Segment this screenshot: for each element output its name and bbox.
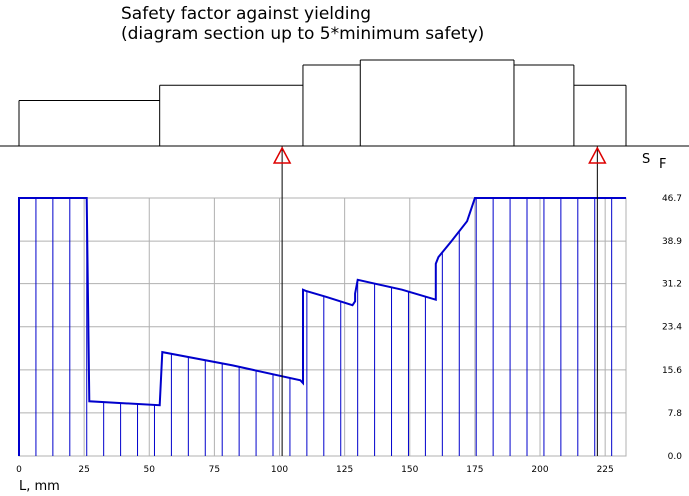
x-tick-label: 25 <box>78 465 89 475</box>
y-tick-label: 0.0 <box>668 452 683 462</box>
x-tick-label: 200 <box>531 465 548 475</box>
y-tick-label: 23.4 <box>662 323 682 333</box>
hatching <box>18 198 613 456</box>
y-tick-label: 46.7 <box>662 194 682 204</box>
y-tick-label: 38.9 <box>662 237 682 247</box>
x-tick-labels: 0 25 50 75 100 125 150 175 200 225 <box>16 465 614 475</box>
x-tick-label: 175 <box>466 465 483 475</box>
y-tick-label: 7.8 <box>668 409 683 419</box>
grid <box>18 197 627 457</box>
x-tick-label: 75 <box>209 465 220 475</box>
chart-title-line2: (diagram section up to 5*minimum safety) <box>121 24 485 44</box>
x-tick-label: 50 <box>144 465 156 475</box>
x-tick-label: 125 <box>336 465 353 475</box>
chart-title-line1: Safety factor against yielding <box>121 4 372 24</box>
y-axis-label-subscript: F <box>659 157 666 172</box>
x-tick-label: 0 <box>16 465 22 475</box>
x-axis-label: L, mm <box>19 479 60 494</box>
shaft-profile <box>0 59 689 147</box>
x-tick-label: 225 <box>597 465 614 475</box>
series-line <box>18 197 626 456</box>
curve-layer <box>18 197 626 456</box>
y-tick-label: 31.2 <box>662 280 682 290</box>
y-tick-label: 15.6 <box>662 366 682 376</box>
y-tick-labels: 0.0 7.8 15.6 23.4 31.2 38.9 46.7 <box>662 194 682 462</box>
critical-section-triangle <box>272 146 292 164</box>
x-tick-label: 150 <box>401 465 418 475</box>
x-tick-label: 100 <box>271 465 288 475</box>
critical-section-markers <box>272 146 607 456</box>
critical-section-triangle <box>588 146 607 164</box>
y-axis-label: S <box>642 152 650 167</box>
